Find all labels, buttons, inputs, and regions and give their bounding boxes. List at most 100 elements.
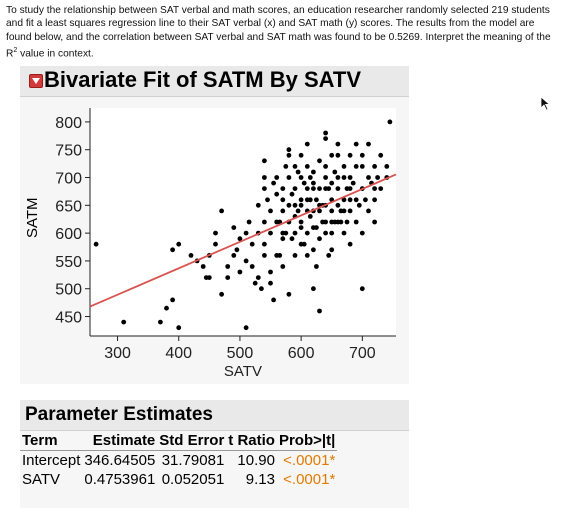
data-point [277, 253, 283, 258]
y-tick-label: 750 [55, 143, 82, 160]
data-point [317, 186, 322, 191]
data-point [298, 225, 304, 231]
data-point [274, 175, 280, 180]
term-cell: Intercept [22, 452, 81, 469]
data-point [363, 197, 368, 203]
data-point [304, 186, 310, 191]
std-error-cell: 0.052051 [161, 471, 225, 488]
regression-line [89, 173, 397, 308]
y-tick-label: 650 [55, 198, 82, 215]
data-point [170, 247, 176, 253]
data-point [353, 141, 359, 147]
data-point [378, 152, 384, 158]
data-point [341, 175, 347, 180]
data-point [243, 325, 249, 331]
data-point [307, 197, 313, 203]
x-tick-label: 700 [349, 345, 376, 362]
data-point [158, 319, 163, 325]
parameter-estimates-panel: Parameter Estimates Term Estimate Std Er… [20, 400, 409, 508]
data-point [341, 164, 347, 169]
disclosure-triangle-icon[interactable] [29, 74, 43, 88]
data-point [311, 180, 316, 186]
data-point [320, 219, 325, 225]
data-point [304, 230, 310, 236]
data-point [329, 208, 335, 214]
plot-area [90, 108, 396, 336]
data-point [359, 230, 365, 236]
data-point [286, 147, 292, 153]
y-tick-label: 700 [55, 171, 82, 188]
data-point [268, 269, 273, 275]
y-tick-label: 600 [55, 226, 82, 243]
data-point [298, 152, 304, 158]
data-point [298, 175, 304, 180]
column-header-t-ratio: t Ratio [228, 432, 275, 449]
data-point [268, 280, 273, 286]
data-point [231, 253, 237, 258]
parameter-estimates-header: Parameter Estimates [20, 400, 409, 431]
data-point [243, 258, 249, 264]
data-point [353, 197, 359, 203]
data-point [255, 275, 261, 280]
data-point [366, 208, 371, 214]
data-point [384, 164, 390, 169]
data-point [332, 169, 338, 175]
data-point [359, 164, 365, 169]
data-point [366, 141, 371, 147]
prob-cell: <.0001* [283, 452, 336, 469]
x-tick-label: 500 [227, 345, 254, 362]
data-point [298, 202, 304, 208]
data-point [234, 247, 240, 253]
data-point [323, 164, 328, 169]
data-point [359, 152, 365, 158]
data-point [338, 219, 344, 225]
x-axis-label: SATV [224, 363, 262, 380]
data-point [311, 169, 316, 175]
data-point [350, 180, 356, 186]
scatter-plot: 450 500 550 600 650 700 750 800 300 400 500 600 700 S… [55, 108, 397, 380]
data-point [314, 197, 319, 203]
data-point [347, 241, 353, 247]
table-header-row: Term Estimate Std Error t Ratio Prob>|t| [20, 431, 338, 451]
data-point [292, 164, 298, 169]
data-point [271, 297, 276, 303]
data-point [311, 286, 316, 292]
data-point [283, 164, 289, 169]
data-point [170, 297, 176, 303]
data-point [338, 208, 344, 214]
data-point [286, 291, 292, 297]
data-point [200, 264, 206, 269]
data-point [262, 241, 267, 247]
data-point [249, 241, 255, 247]
data-point [292, 253, 298, 258]
data-point [344, 219, 350, 225]
data-point [366, 175, 371, 180]
data-point [289, 236, 295, 242]
data-point [265, 197, 270, 203]
data-point [378, 186, 384, 191]
data-point [231, 225, 237, 231]
data-point [372, 197, 377, 203]
data-point [249, 264, 255, 269]
y-axis-label: SATM [24, 197, 41, 238]
data-point [289, 191, 295, 197]
data-point [335, 202, 341, 208]
data-point [292, 186, 298, 191]
data-point [203, 275, 209, 280]
data-point [314, 225, 319, 231]
data-point [329, 180, 335, 186]
data-point [225, 275, 231, 280]
data-point [259, 286, 264, 292]
data-point [323, 186, 328, 191]
data-point [280, 197, 286, 203]
prob-cell: <.0001* [283, 471, 336, 488]
data-point [286, 152, 292, 158]
data-point [280, 264, 286, 269]
data-point [301, 241, 307, 247]
question-text: To study the relationship between SAT ve… [6, 4, 556, 61]
data-point [176, 325, 182, 331]
data-point [219, 208, 225, 214]
y-tick-label: 500 [55, 282, 82, 299]
data-point [323, 130, 328, 136]
data-point [246, 219, 252, 225]
